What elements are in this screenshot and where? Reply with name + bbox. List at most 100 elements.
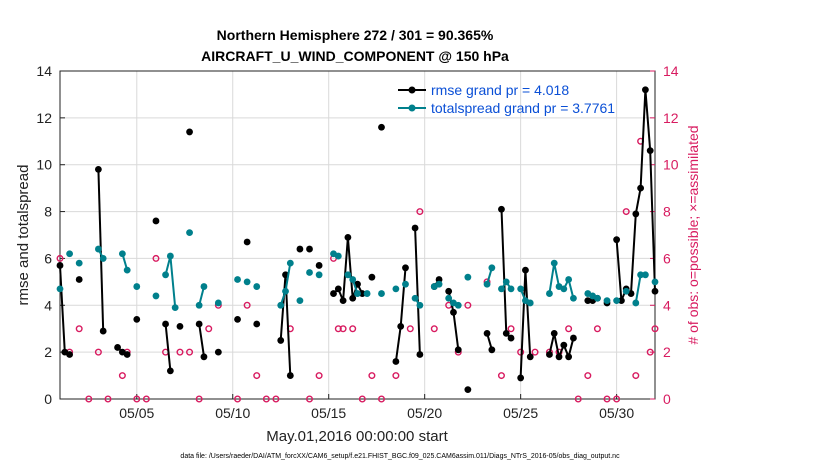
series-point-0 — [306, 245, 313, 253]
series-point-1 — [243, 278, 251, 286]
series-point-1 — [171, 304, 179, 312]
series-point-0 — [243, 238, 251, 246]
obs-markers — [56, 137, 659, 403]
series-point-0 — [646, 147, 654, 155]
series-point-0 — [464, 386, 472, 394]
series-point-0 — [339, 297, 347, 304]
possible-obs-marker — [416, 208, 424, 216]
series-point-0 — [502, 330, 510, 337]
y-axis-label-left: rmse and totalspread — [15, 165, 32, 306]
series-point-1 — [306, 269, 313, 276]
legend-spread-marker — [408, 104, 416, 112]
series-point-0 — [186, 128, 193, 136]
possible-obs-marker — [368, 372, 376, 380]
series-point-0 — [123, 351, 131, 358]
series-point-1 — [454, 301, 462, 309]
x-tick-label: 05/10 — [215, 405, 250, 421]
possible-obs-marker — [632, 372, 640, 380]
series-point-0 — [378, 123, 385, 131]
series-line-0 — [59, 265, 71, 356]
series-point-1 — [166, 252, 174, 260]
series-point-0 — [152, 217, 160, 225]
series-point-1 — [594, 294, 601, 302]
y-tick-label-left: 14 — [36, 63, 52, 79]
series-point-1 — [195, 301, 203, 309]
series-point-1 — [651, 278, 659, 286]
series-point-0 — [642, 86, 649, 94]
series-point-0 — [176, 322, 184, 330]
series-point-0 — [397, 322, 405, 330]
series-point-0 — [166, 367, 174, 375]
series-line-0 — [164, 323, 172, 372]
possible-obs-marker — [622, 208, 630, 216]
series-point-1 — [66, 250, 73, 258]
possible-obs-marker — [497, 372, 505, 380]
series-point-0 — [286, 372, 294, 379]
series-point-0 — [651, 287, 659, 295]
plot-frame — [59, 70, 656, 400]
chart-title-line1: Northern Hemisphere 272 / 301 = 90.365% — [217, 27, 494, 43]
series-point-1 — [334, 252, 342, 260]
possible-obs-marker — [565, 325, 573, 333]
series-point-1 — [483, 280, 491, 288]
series-line-0 — [500, 209, 512, 339]
y-tick-label-left: 6 — [44, 250, 52, 266]
possible-obs-marker — [306, 395, 314, 403]
possible-obs-marker — [334, 325, 342, 333]
legend-spread-label: totalspread grand pr = 3.7761 — [431, 100, 615, 116]
series-point-0 — [546, 351, 553, 358]
series-point-1 — [464, 273, 472, 281]
series-point-0 — [234, 315, 241, 323]
series-point-1 — [416, 301, 424, 309]
series-point-1 — [435, 280, 443, 288]
series-point-0 — [99, 327, 107, 335]
y-tick-label-right: 4 — [663, 297, 671, 313]
series-point-0 — [133, 315, 141, 323]
possible-obs-marker — [392, 372, 400, 380]
series-point-1 — [349, 276, 357, 283]
series-point-0 — [411, 224, 419, 232]
series-point-0 — [435, 276, 443, 283]
possible-obs-marker — [406, 325, 414, 333]
series-point-1 — [133, 283, 141, 290]
chart-title-line2: AIRCRAFT_U_WIND_COMPONENT @ 150 hPa — [201, 48, 509, 64]
series-point-1 — [186, 229, 193, 237]
series-point-1 — [392, 285, 400, 293]
series-point-0 — [565, 353, 573, 361]
series-point-0 — [454, 346, 462, 354]
series-point-0 — [483, 330, 491, 337]
series-point-0 — [277, 337, 285, 344]
x-tick-label: 05/05 — [119, 405, 154, 421]
series-point-0 — [507, 334, 515, 342]
series-point-1 — [56, 285, 64, 293]
y-tick-label-right: 2 — [663, 344, 671, 360]
x-tick-label: 05/20 — [407, 405, 442, 421]
y-tick-label-left: 4 — [44, 297, 52, 313]
series-point-0 — [498, 205, 505, 213]
possible-obs-marker — [593, 325, 601, 333]
possible-obs-marker — [195, 395, 203, 403]
series-line-1 — [634, 273, 646, 304]
series-point-1 — [550, 259, 558, 267]
series-point-1 — [642, 271, 649, 279]
possible-obs-marker — [339, 325, 347, 333]
possible-obs-marker — [118, 372, 126, 380]
series-point-1 — [502, 278, 510, 286]
series-point-1 — [286, 259, 294, 267]
series-point-1 — [402, 280, 409, 288]
series-point-0 — [315, 262, 323, 269]
series-point-1 — [253, 283, 261, 290]
series-point-1 — [152, 292, 160, 300]
series-point-0 — [94, 166, 102, 173]
series-point-1 — [118, 250, 126, 258]
possible-obs-marker — [464, 301, 472, 309]
series-point-0 — [416, 351, 424, 358]
possible-obs-marker — [85, 395, 93, 403]
series-point-1 — [632, 299, 640, 307]
series-point-1 — [637, 271, 645, 279]
series-point-0 — [368, 273, 376, 281]
series-point-1 — [234, 276, 241, 283]
series-point-0 — [555, 353, 563, 361]
legend-rmse-marker — [408, 86, 416, 94]
